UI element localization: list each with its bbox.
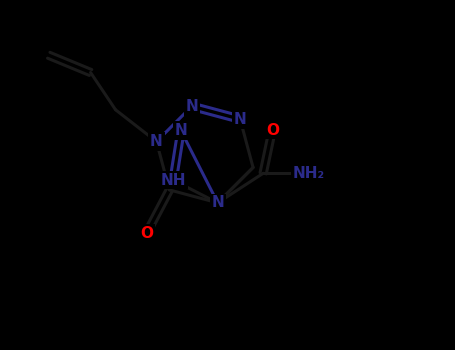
Text: NH₂: NH₂ [293,166,325,181]
Text: O: O [140,226,153,240]
Text: N: N [150,134,163,149]
Text: N: N [211,195,224,210]
Text: N: N [186,99,198,114]
Text: N: N [175,123,187,138]
Text: N: N [234,112,247,127]
Text: NH: NH [161,173,186,188]
Text: O: O [266,122,279,138]
